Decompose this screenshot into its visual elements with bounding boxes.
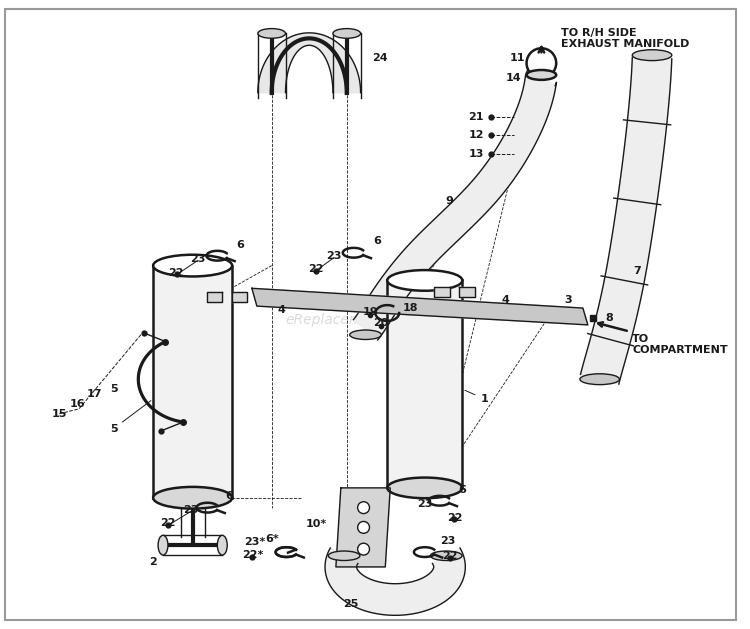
- Text: 23: 23: [190, 253, 206, 264]
- Text: 22: 22: [447, 513, 462, 523]
- Text: 6: 6: [458, 485, 466, 495]
- Text: eReplacementParts.com: eReplacementParts.com: [286, 313, 455, 327]
- Polygon shape: [434, 287, 449, 298]
- Text: 11: 11: [510, 53, 526, 63]
- Text: 6: 6: [225, 491, 233, 501]
- Text: 21: 21: [469, 113, 484, 123]
- Text: 23: 23: [440, 537, 455, 546]
- Text: 19: 19: [363, 307, 378, 317]
- Polygon shape: [207, 292, 222, 302]
- Text: 20: 20: [373, 318, 388, 328]
- Text: 4: 4: [502, 295, 510, 305]
- Ellipse shape: [328, 551, 360, 560]
- Ellipse shape: [350, 330, 381, 340]
- Text: TO
COMPARTMENT: TO COMPARTMENT: [598, 322, 728, 355]
- Circle shape: [526, 48, 556, 78]
- Ellipse shape: [387, 477, 462, 498]
- Text: 23: 23: [326, 251, 341, 260]
- Text: 25: 25: [343, 599, 358, 610]
- Text: TO R/H SIDE
EXHAUST MANIFOLD: TO R/H SIDE EXHAUST MANIFOLD: [561, 28, 689, 49]
- Text: 8: 8: [606, 313, 613, 323]
- Text: 14: 14: [506, 73, 521, 83]
- Text: 24: 24: [373, 53, 388, 63]
- Ellipse shape: [158, 535, 168, 555]
- Polygon shape: [325, 548, 465, 615]
- Ellipse shape: [430, 551, 462, 560]
- Text: 12: 12: [469, 130, 484, 140]
- Circle shape: [358, 502, 370, 513]
- Text: 6: 6: [374, 236, 381, 246]
- Circle shape: [358, 521, 370, 533]
- Polygon shape: [252, 288, 588, 325]
- Ellipse shape: [333, 28, 361, 38]
- Text: 5: 5: [110, 384, 118, 394]
- Ellipse shape: [580, 374, 620, 385]
- Text: 6: 6: [236, 240, 244, 250]
- Ellipse shape: [153, 487, 232, 509]
- Polygon shape: [460, 287, 475, 298]
- Text: 15: 15: [52, 409, 67, 419]
- Text: 6*: 6*: [265, 534, 278, 544]
- Text: 22: 22: [160, 518, 176, 528]
- Ellipse shape: [217, 535, 227, 555]
- Text: 4: 4: [278, 305, 286, 315]
- Polygon shape: [258, 33, 361, 92]
- Polygon shape: [353, 70, 556, 340]
- Text: 22: 22: [308, 264, 324, 274]
- Text: 9: 9: [446, 196, 454, 206]
- Polygon shape: [336, 488, 390, 567]
- Text: 23*: 23*: [244, 537, 266, 547]
- Text: 22: 22: [168, 267, 184, 277]
- Text: 18: 18: [402, 303, 418, 313]
- Text: 16: 16: [69, 399, 85, 409]
- Bar: [153, 265, 232, 498]
- Ellipse shape: [526, 70, 556, 80]
- Text: 1: 1: [465, 390, 488, 404]
- Polygon shape: [232, 292, 248, 302]
- Text: 23: 23: [183, 504, 198, 515]
- Ellipse shape: [632, 50, 672, 60]
- Polygon shape: [580, 57, 672, 384]
- Ellipse shape: [258, 28, 286, 38]
- Bar: [387, 281, 462, 488]
- Text: 3: 3: [564, 295, 572, 305]
- Text: 23: 23: [417, 499, 433, 509]
- Text: 22: 22: [442, 551, 458, 561]
- Text: 17: 17: [87, 389, 103, 399]
- Text: 7: 7: [633, 265, 641, 276]
- Ellipse shape: [387, 270, 462, 291]
- Text: 10*: 10*: [305, 520, 327, 530]
- Ellipse shape: [153, 255, 232, 277]
- Text: 2: 2: [149, 557, 157, 567]
- Circle shape: [358, 543, 370, 555]
- Text: 22*: 22*: [242, 550, 263, 560]
- Text: 13: 13: [469, 149, 484, 159]
- Text: 5: 5: [110, 401, 151, 433]
